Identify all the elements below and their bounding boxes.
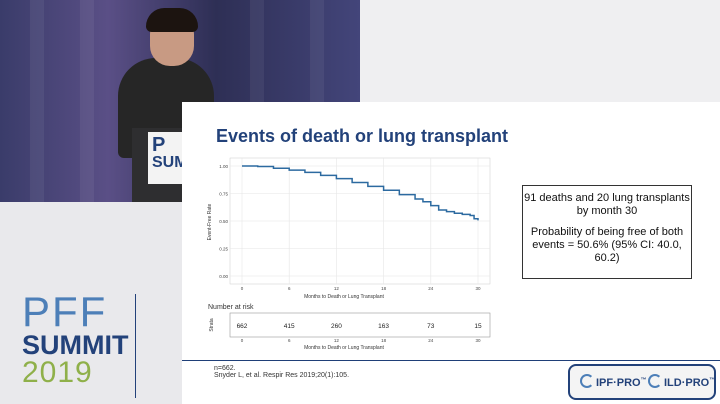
risk-table-x-tick-label: 0	[241, 338, 244, 343]
risk-table-x-ticks: 0 6 12 18 24 30	[241, 338, 481, 343]
ild-pro-badge: ILD·PRO™	[648, 374, 715, 389]
podium-sign-line1: P	[152, 134, 166, 156]
chart-x-tick-label: 24	[428, 286, 434, 291]
results-deaths-transplants: 91 deaths and 20 lung transplants by mon…	[524, 192, 690, 217]
risk-table-value: 415	[284, 323, 295, 330]
ild-pro-label: ILD·PRO	[664, 377, 710, 389]
risk-table-value: 15	[474, 323, 482, 330]
curtain-fold	[30, 0, 44, 202]
chart-x-tick-label: 0	[241, 286, 244, 291]
chart-x-tick-label: 18	[381, 286, 387, 291]
ipf-pro-trademark: ™	[640, 377, 647, 384]
footnote-reference: Snyder L, et al. Respir Res 2019;20(1):1…	[214, 372, 350, 379]
risk-table-x-tick-label: 30	[475, 338, 481, 343]
kaplan-meier-chart: 0.00 0.25 0.50 0.75 1.00 0 6 12 18 24 30 Months t…	[207, 157, 491, 300]
results-summary-box: 91 deaths and 20 lung transplants by mon…	[522, 185, 692, 279]
slide-title: Events of death or lung transplant	[216, 126, 509, 146]
chart-x-tick-label: 30	[475, 286, 481, 291]
results-probability: Probability of being free of both events…	[530, 226, 684, 264]
chart-y-tick-label: 0.25	[219, 247, 228, 252]
footnote-sample-size: n=662.	[214, 365, 236, 372]
logo-line-year: 2019	[22, 356, 93, 389]
risk-table-x-tick-label: 24	[428, 338, 434, 343]
chart-x-tick-label: 12	[334, 286, 340, 291]
risk-table-x-tick-label: 6	[288, 338, 291, 343]
risk-table-title: Number at risk	[208, 304, 254, 311]
ild-pro-icon	[648, 374, 662, 388]
risk-table-value: 260	[331, 323, 342, 330]
presentation-slide: Events of death or lung transplant 0.00 0…	[182, 102, 720, 404]
speaker-hair	[146, 8, 198, 32]
survival-curve	[242, 165, 479, 221]
chart-y-tick-label: 0.50	[219, 219, 228, 224]
risk-table-values: 662 415 260 163 73 15	[237, 323, 482, 330]
logo-line-pff: PFF	[22, 288, 108, 335]
footer-divider	[182, 360, 720, 361]
pff-summit-logo: PFF SUMMIT 2019	[22, 288, 132, 389]
risk-table-value: 73	[427, 323, 435, 330]
chart-x-axis-label: Months to Death or Lung Transplant	[304, 294, 384, 300]
number-at-risk-table: Number at risk Strata 662 415 260 163 73 15 0…	[208, 304, 491, 351]
registry-badges: IPF·PRO™ ILD·PRO™	[568, 364, 716, 400]
chart-y-axis-label: Event-Free Rate	[207, 203, 213, 240]
chart-x-ticks: 0 6 12 18 24 30	[241, 286, 481, 291]
logo-line-summit: SUMMIT	[22, 330, 129, 360]
podium-sign-line2: SUM	[152, 154, 188, 171]
risk-table-row-label: Strata	[209, 318, 215, 332]
logo-area	[0, 202, 182, 404]
risk-table-x-tick-label: 12	[334, 338, 340, 343]
chart-y-tick-label: 0.00	[219, 274, 228, 279]
curtain-fold	[80, 0, 94, 202]
ipf-pro-label: IPF·PRO	[596, 377, 641, 389]
chart-gridlines	[230, 158, 490, 284]
ipf-pro-icon	[580, 374, 594, 388]
logo-divider	[135, 294, 136, 398]
chart-y-tick-label: 0.75	[219, 192, 228, 197]
risk-table-x-axis-label: Months to Death or Lung Transplant	[304, 345, 384, 351]
risk-table-box	[229, 312, 491, 338]
ild-pro-trademark: ™	[709, 377, 716, 384]
ipf-pro-badge: IPF·PRO™	[580, 374, 647, 389]
chart-y-ticks: 0.00 0.25 0.50 0.75 1.00	[219, 164, 228, 279]
risk-table-value: 163	[378, 323, 389, 330]
chart-x-tick-label: 6	[288, 286, 291, 291]
risk-table-x-tick-label: 18	[381, 338, 387, 343]
chart-y-tick-label: 1.00	[219, 164, 228, 169]
risk-table-value: 662	[237, 323, 248, 330]
